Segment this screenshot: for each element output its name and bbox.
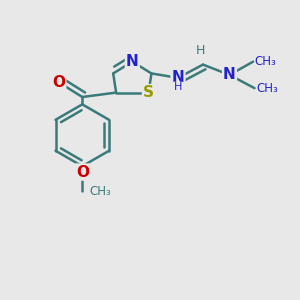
Text: H: H [174, 82, 182, 92]
Text: N: N [126, 54, 139, 69]
Text: O: O [76, 165, 89, 180]
Text: CH₃: CH₃ [256, 82, 278, 95]
Text: CH₃: CH₃ [254, 55, 276, 68]
Text: N: N [172, 70, 184, 86]
Text: S: S [143, 85, 154, 100]
Text: O: O [52, 75, 65, 90]
Text: CH₃: CH₃ [90, 185, 111, 198]
Text: H: H [195, 44, 205, 57]
Text: N: N [223, 68, 236, 82]
